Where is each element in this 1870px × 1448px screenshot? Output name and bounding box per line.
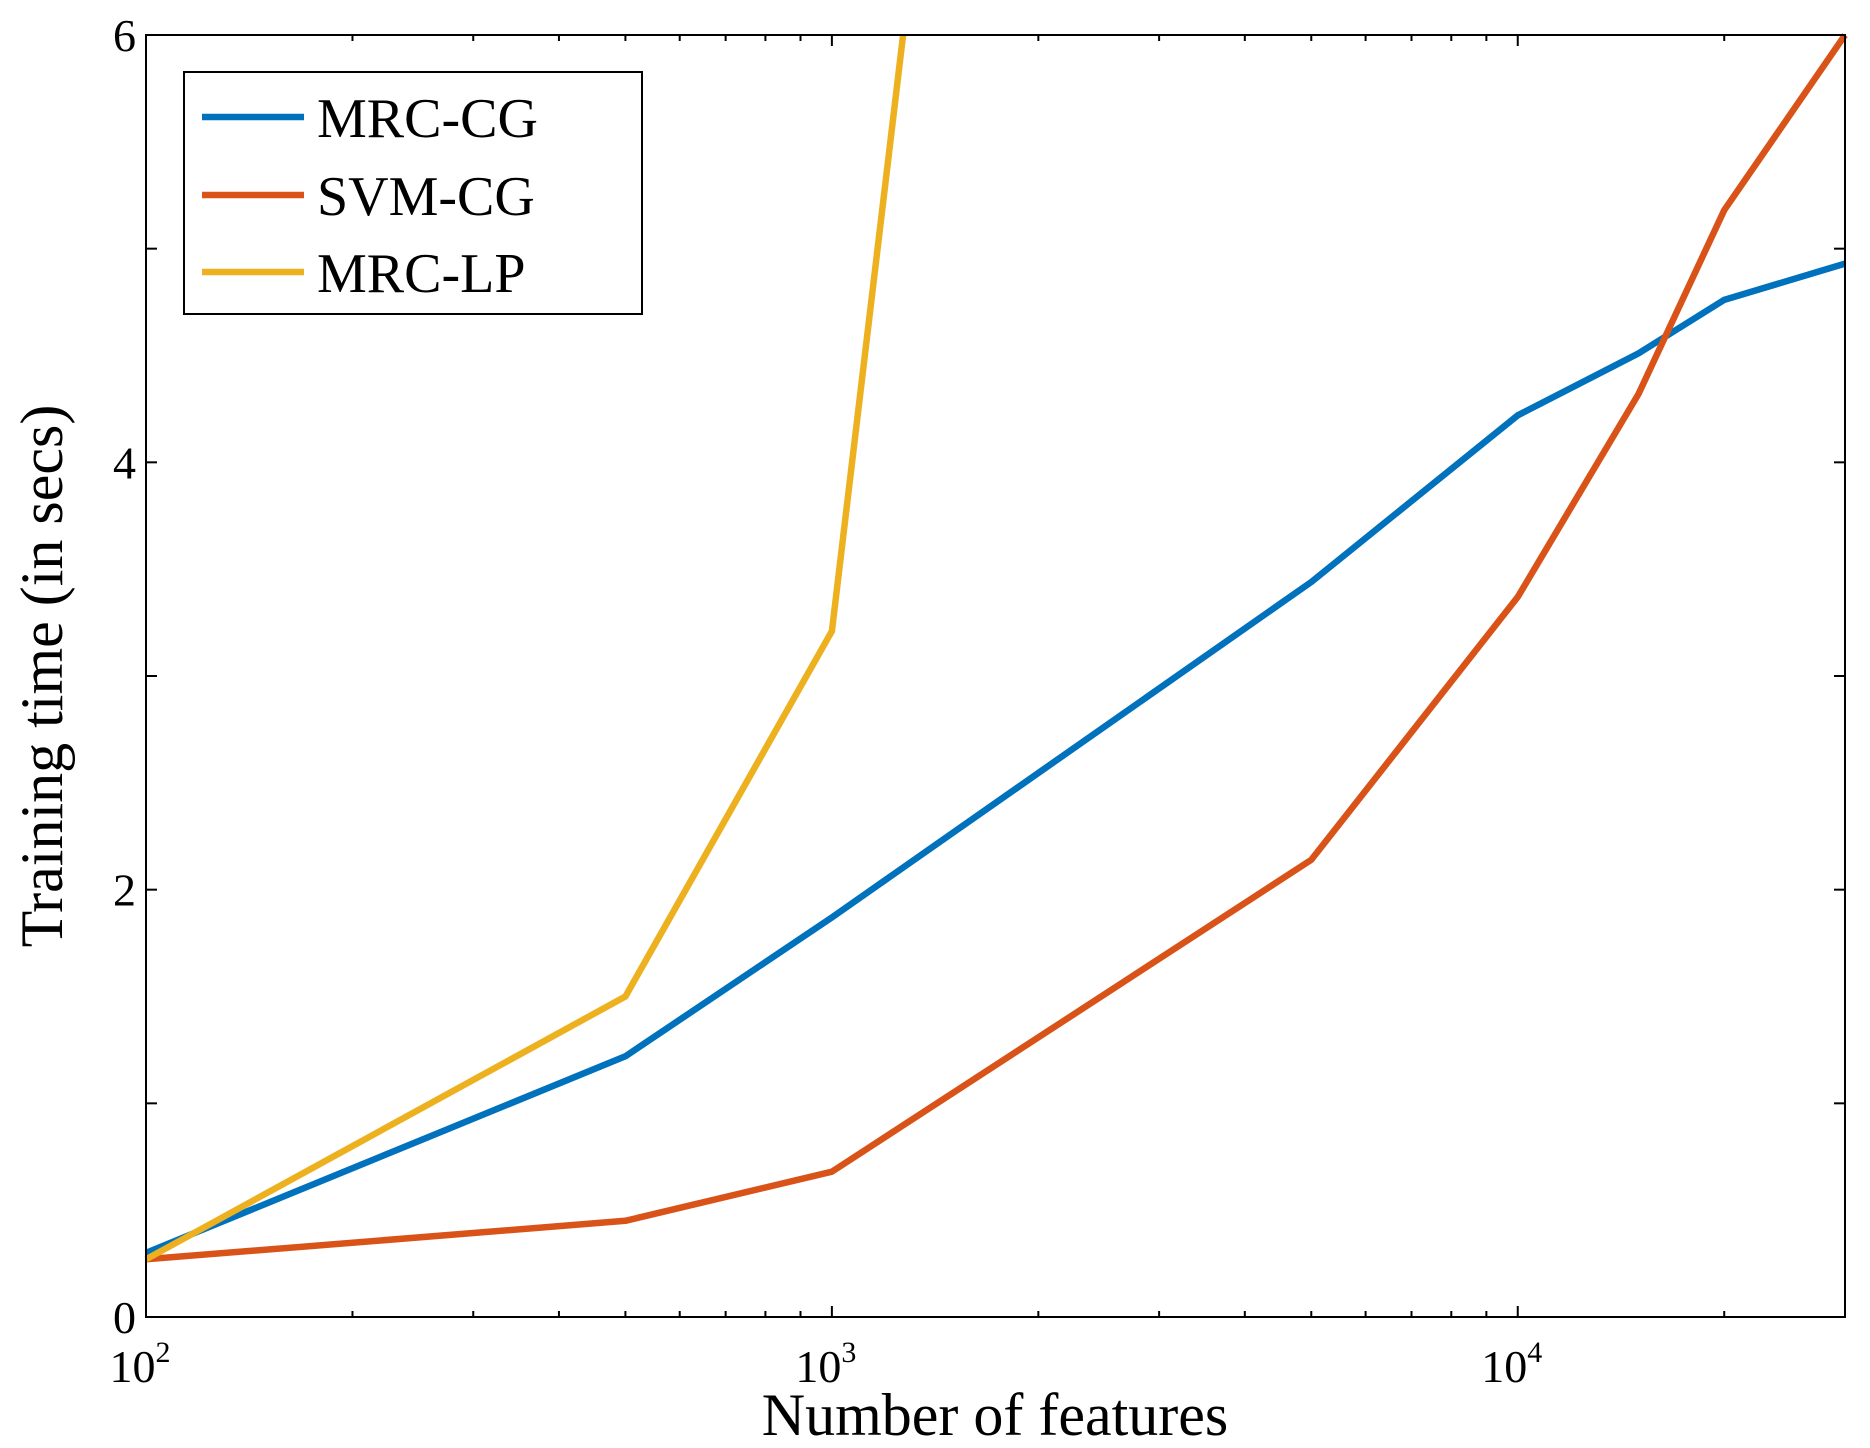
legend: MRC-CG SVM-CG MRC-LP xyxy=(183,71,643,315)
y-tick-label: 6 xyxy=(113,10,136,61)
series-layer xyxy=(144,33,1848,1263)
series-line-svm-cg xyxy=(145,33,1848,1263)
legend-label-mrc-cg: MRC-CG xyxy=(317,88,538,150)
x-tick-label: 102 xyxy=(110,1336,171,1392)
series-line-mrc-lp xyxy=(144,34,907,1263)
x-tick-label: 103 xyxy=(795,1336,856,1392)
legend-label-mrc-lp: MRC-LP xyxy=(317,243,526,305)
y-axis-title: Training time (in secs) xyxy=(9,405,75,948)
tick-label-layer: 0 2 4 6 102 103 104 xyxy=(110,10,1543,1392)
y-tick-label: 0 xyxy=(113,1292,136,1343)
x-tick-label: 104 xyxy=(1481,1336,1542,1392)
series-line-mrc-cg xyxy=(144,260,1846,1256)
legend-label-svm-cg: SVM-CG xyxy=(317,166,535,228)
plot-frame xyxy=(145,34,1846,1318)
y-tick-label: 4 xyxy=(113,437,136,488)
y-tick-label: 2 xyxy=(113,865,136,916)
x-axis-title: Number of features xyxy=(762,1382,1228,1448)
